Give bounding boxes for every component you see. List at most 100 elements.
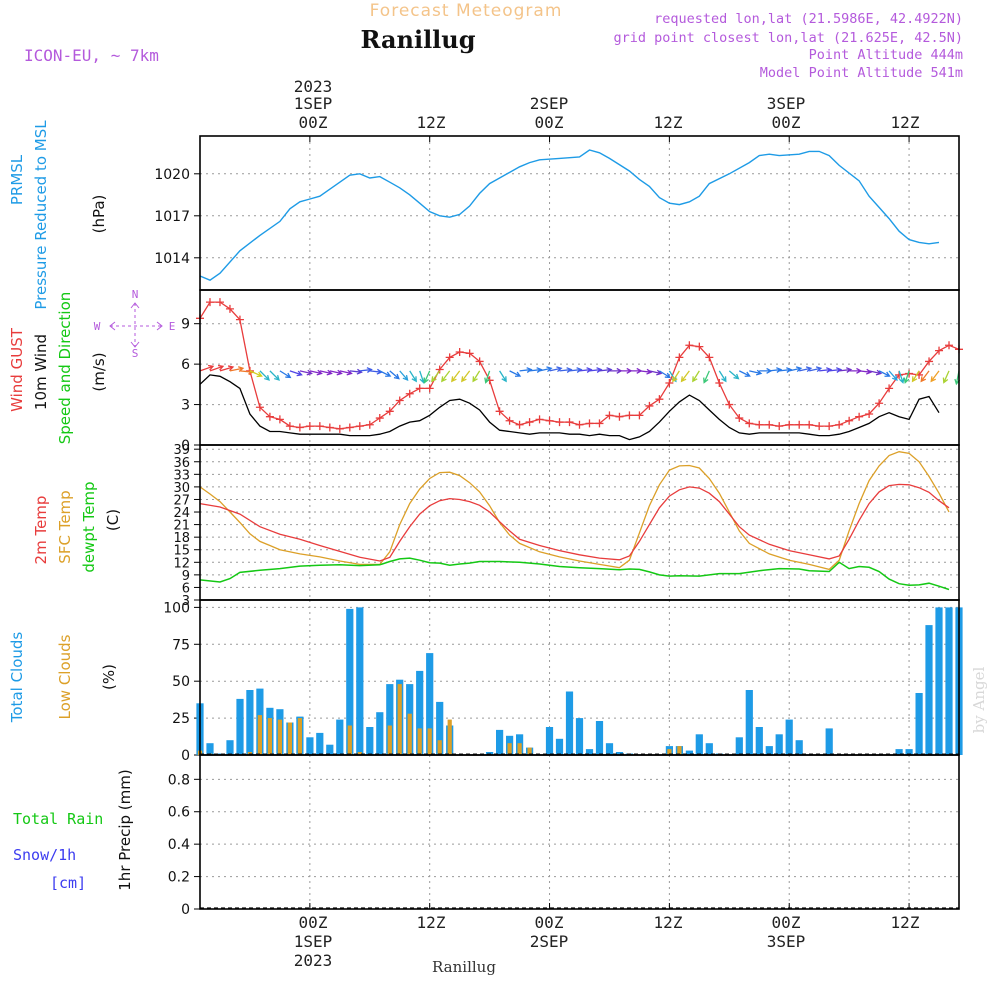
wind-gust-marker [395,396,404,405]
total-clouds-bar [925,625,933,755]
low-clouds-bar [427,728,432,755]
total-clouds-bar [306,737,314,755]
wind-gust-marker [735,414,744,423]
top-day-label-3: 3SEP [767,94,806,113]
wind-gust-marker [445,353,454,362]
y-tick-label: 0.4 [168,837,190,853]
wind-gust-marker [375,414,384,423]
bottom-day-label-1: 1SEP [294,932,333,951]
total-clouds-bar [825,728,833,755]
product-title: Forecast Meteogram [370,1,563,21]
wind-gust-marker [315,422,324,431]
wind-gust-marker [515,420,524,429]
bottom-day-label-2: 2SEP [530,932,569,951]
wind-direction-arrow [359,367,373,373]
wind-gust-marker [845,416,854,425]
low-clouds-bar [517,743,522,755]
wind-gust-marker [275,415,284,424]
wind-direction-arrow [579,367,593,373]
y-tick-label: 30 [173,481,190,496]
y-tick-label: 33 [173,468,190,483]
compass-north: N [132,288,139,301]
total-clouds-bar [585,749,594,755]
total-rain-label: Total Rain [13,810,103,828]
y-tick-label: 6 [182,581,190,596]
precip-panel: 0 0.2 0.4 0.6 0.8 [168,755,959,918]
total-clouds-bar [416,670,424,755]
y-tick-label: 1014 [154,251,190,267]
total-clouds-bar [905,749,913,755]
low-clouds-bar [527,747,532,755]
total-clouds-bar [496,729,504,755]
wind-gust-marker [875,399,884,408]
dewpt-temp-line [199,557,950,591]
compass-rose: N W E S [94,288,176,360]
total-clouds-bar [336,719,344,755]
wind-gust-marker [495,407,504,416]
wind-direction-arrow [799,366,813,373]
wind-gust-marker [285,422,294,431]
low-clouds-bar [277,719,282,755]
total-clouds-bar [735,737,743,755]
y-tick-label: 9 [182,569,190,584]
compass-arrows-icon [109,302,163,348]
wind-direction-arrow [199,364,215,372]
total-clouds-bar [935,607,943,755]
top-hour-label-5: 00Z [772,113,801,132]
total-clouds-bar [895,749,903,755]
wind-gust-marker [335,424,344,433]
wind-gust-marker [455,348,464,356]
snow-label: Snow/1h [13,846,76,864]
snow-unit-label: [cm] [50,874,86,892]
wind-direction-arrow [672,370,680,383]
total-clouds-bar [555,738,564,755]
wind-gust-marker [305,422,314,431]
footer-location: Ranillug [432,958,496,976]
wind-gust-marker [715,379,724,387]
wind-gust-marker [465,349,474,358]
bottom-year-label: 2023 [294,951,333,970]
clouds-panel: 0 25 50 75 100 [163,600,963,764]
wind-gust-marker [225,304,234,313]
wind-direction-arrow [629,367,643,374]
bottom-day-label-3: 3SEP [767,932,806,951]
y-tick-label: 9 [181,317,190,333]
wind-gust-marker [365,420,374,429]
bottom-hour-label-3: 00Z [535,913,564,932]
wind-direction-arrow [389,370,400,380]
top-hour-label-2: 12Z [417,113,446,132]
wind-direction-arrow [898,370,905,384]
wind-gust-marker [635,411,644,420]
total-clouds-bar [346,608,354,755]
wind-gust-marker [785,420,794,429]
wind-gust-marker [545,416,554,425]
wind-gust-marker [595,419,604,428]
low-clouds-bar [417,728,422,755]
wind-direction-arrow [431,370,441,383]
wind-direction-arrow [599,367,613,373]
wind-gust-marker [645,401,654,410]
precip-axis-title: 1hr Precip (mm) [116,769,134,890]
wind-direction-arrow [379,370,392,377]
total-clouds-bar [545,727,554,755]
wind-direction-arrow [692,370,700,383]
y-tick-label: 1017 [154,209,190,225]
wind-gust-marker [215,298,224,307]
wind-gust-marker [415,384,424,393]
wind-direction-arrow [789,366,803,373]
y-tick-label: 0 [181,748,190,764]
y-tick-label: 6 [181,357,190,373]
y-tick-label: 39 [173,443,190,458]
wind-gust-marker [505,416,514,425]
wind-direction-arrow [461,370,471,383]
wind-direction-arrow [839,367,853,373]
total-clouds-bar [605,743,614,755]
wind-direction-arrow [329,369,343,376]
total-clouds-bar [436,701,444,755]
wind-gust-marker [905,369,914,378]
total-clouds-bar [685,750,693,755]
wind-direction-arrow [472,370,481,383]
temp-dewpt-label: dewpt Temp [80,481,98,572]
wind-gust-marker [345,423,354,432]
wind-gust-marker [585,419,594,428]
